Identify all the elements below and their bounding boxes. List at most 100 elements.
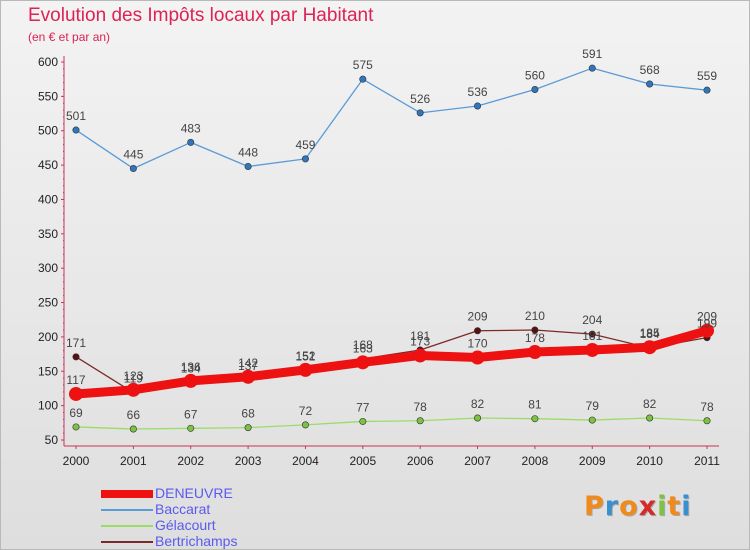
data-point-bertrichamps	[474, 327, 482, 335]
y-tick-label: 100	[38, 399, 58, 413]
data-label-bertrichamps: 184	[640, 327, 660, 341]
y-tick-label: 350	[38, 227, 58, 241]
data-label-deneuvre: 117	[66, 373, 85, 387]
data-label-gelacourt: 67	[184, 407, 198, 421]
logo-letter: i	[657, 491, 668, 522]
data-point-baccarat	[359, 75, 367, 83]
data-point-gelacourt	[244, 424, 252, 432]
data-point-gelacourt	[359, 417, 367, 425]
logo-letter: o	[619, 491, 639, 522]
data-point-baccarat	[301, 155, 309, 163]
x-tick-label: 2005	[349, 454, 376, 468]
axes: 50 100 150 200 250 300 350 400 450 500 550 600 2000 2…	[38, 55, 720, 468]
data-label-deneuvre: 163	[353, 341, 373, 355]
data-label-bertrichamps: 134	[181, 361, 201, 375]
data-label-bertrichamps: 210	[525, 309, 545, 323]
data-label-baccarat: 448	[238, 145, 258, 159]
data-point-gelacourt	[416, 417, 424, 425]
data-label-gelacourt: 72	[299, 404, 313, 418]
data-label-deneuvre: 152	[295, 349, 315, 363]
data-label-deneuvre: 173	[410, 334, 430, 348]
data-label-deneuvre: 123	[123, 369, 143, 383]
x-tick-label: 2010	[636, 454, 663, 468]
y-tick-label: 600	[38, 55, 58, 69]
y-tick-label: 200	[38, 330, 58, 344]
data-label-bertrichamps: 119	[124, 372, 143, 386]
data-point-deneuvre	[241, 369, 256, 384]
data-label-deneuvre: 142	[238, 356, 258, 370]
data-label-gelacourt: 82	[471, 397, 485, 411]
data-point-gelacourt	[129, 425, 137, 433]
x-tick-label: 2007	[464, 454, 491, 468]
data-point-deneuvre	[298, 362, 313, 377]
data-label-baccarat: 459	[295, 138, 315, 152]
data-point-gelacourt	[646, 414, 654, 422]
data-label-bertrichamps: 171	[66, 336, 86, 350]
data-point-baccarat	[416, 109, 424, 117]
series-line-baccarat	[75, 67, 708, 170]
x-tick-label: 2008	[522, 454, 549, 468]
data-label-bertrichamps: 199	[697, 317, 717, 331]
data-point-deneuvre	[700, 323, 714, 338]
y-tick-label: 550	[38, 89, 58, 103]
data-label-gelacourt: 79	[586, 399, 600, 413]
data-point-gelacourt	[474, 414, 482, 422]
data-point-bertrichamps	[588, 330, 596, 338]
legend-swatch-bertrichamps	[101, 541, 153, 543]
data-point-gelacourt	[301, 421, 309, 429]
y-tick-label: 150	[38, 364, 58, 378]
data-point-deneuvre	[642, 340, 657, 355]
data-point-deneuvre	[355, 355, 370, 370]
data-label-baccarat: 575	[353, 58, 373, 72]
data-label-bertrichamps: 168	[353, 338, 373, 352]
logo-letter: r	[604, 491, 620, 522]
logo-letter: i	[681, 491, 692, 522]
data-label-bertrichamps: 137	[238, 359, 258, 373]
data-point-baccarat	[187, 138, 195, 146]
data-label-gelacourt: 78	[700, 400, 714, 414]
data-point-bertrichamps	[72, 353, 80, 361]
data-label-gelacourt: 69	[69, 406, 83, 420]
legend-swatch-gelacourt	[101, 525, 153, 527]
data-point-gelacourt	[187, 424, 195, 432]
data-point-deneuvre	[470, 350, 485, 365]
data-label-deneuvre: 136	[181, 360, 201, 374]
y-tick-label: 50	[45, 433, 59, 447]
x-tick-label: 2006	[407, 454, 434, 468]
data-label-baccarat: 445	[123, 148, 143, 162]
data-point-gelacourt	[588, 416, 596, 424]
data-point-baccarat	[531, 85, 539, 93]
data-label-bertrichamps: 181	[410, 329, 430, 343]
data-point-deneuvre	[126, 382, 141, 397]
data-label-gelacourt: 77	[356, 400, 370, 414]
logo-letter: P	[584, 491, 605, 522]
data-label-deneuvre: 185	[640, 326, 660, 340]
x-tick-label: 2000	[63, 454, 90, 468]
data-point-baccarat	[646, 80, 654, 88]
data-label-gelacourt: 81	[528, 398, 542, 412]
legend-label: DENEUVRE	[155, 485, 233, 501]
logo-letter: t	[667, 491, 682, 522]
data-label-gelacourt: 82	[643, 397, 657, 411]
series-layer	[69, 64, 714, 433]
legend-label: Gélacourt	[155, 517, 216, 533]
data-point-gelacourt	[703, 417, 711, 425]
data-point-deneuvre	[69, 386, 83, 401]
data-label-baccarat: 501	[66, 109, 86, 123]
x-tick-label: 2001	[120, 454, 147, 468]
legend-label: Bertrichamps	[155, 533, 238, 549]
data-point-baccarat	[474, 102, 482, 110]
x-tick-label: 2003	[235, 454, 262, 468]
data-point-deneuvre	[183, 373, 198, 388]
data-label-baccarat: 483	[181, 121, 201, 135]
data-label-deneuvre: 178	[525, 331, 545, 345]
data-label-bertrichamps: 151	[295, 350, 315, 364]
data-labels: 501 445 483 448 459 575 526 536 560 591 568 559 69 66…	[66, 47, 717, 422]
data-label-gelacourt: 66	[127, 408, 141, 422]
proxiti-logo: Proxiti	[584, 491, 692, 522]
data-point-deneuvre	[527, 345, 542, 360]
y-tick-label: 500	[38, 124, 58, 138]
y-tick-label: 450	[38, 158, 58, 172]
data-label-baccarat: 536	[468, 85, 488, 99]
data-label-gelacourt: 68	[241, 407, 255, 421]
